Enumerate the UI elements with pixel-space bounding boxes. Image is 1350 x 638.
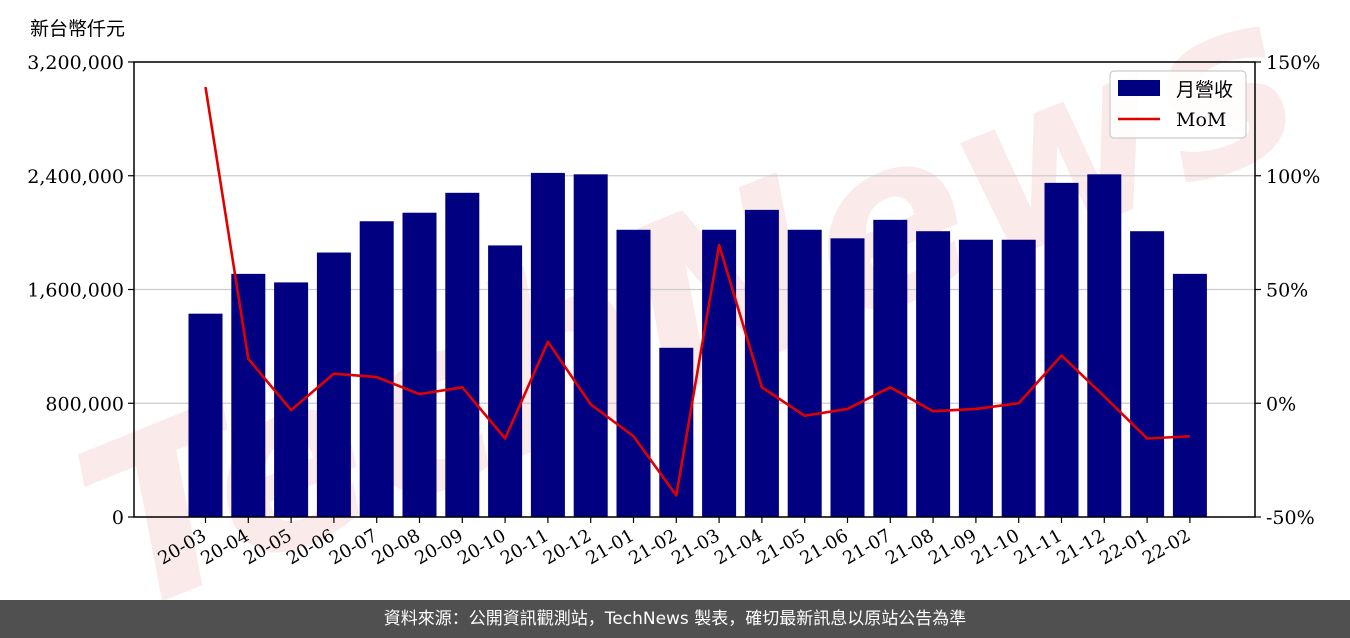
bar [1130, 231, 1165, 517]
legend-line-label: MoM [1176, 109, 1226, 131]
x-tick-label: 21-02 [625, 525, 680, 569]
bar-series [188, 172, 1207, 517]
bar [188, 313, 223, 517]
x-tick-label: 22-01 [1096, 525, 1151, 569]
mom-line [204, 86, 1190, 497]
x-tick-label: 21-09 [925, 525, 980, 569]
left-tick-label: 1,600,000 [27, 280, 124, 302]
left-tick-label: 0 [112, 507, 124, 529]
bar [488, 245, 523, 517]
right-tick-label: 50% [1266, 280, 1308, 302]
bar [958, 239, 993, 517]
x-tick-label: 21-08 [882, 525, 937, 569]
legend: 月營收 MoM [1109, 70, 1247, 139]
y-axis-unit-label: 新台幣仟元 [30, 18, 126, 40]
left-tick-label: 2,400,000 [27, 166, 124, 188]
right-tick-label: 100% [1266, 166, 1320, 188]
bar [1087, 174, 1122, 517]
left-tick-label: 3,200,000 [27, 52, 124, 74]
bar [787, 229, 822, 517]
x-tick-label: 21-06 [797, 525, 852, 569]
x-tick-label: 21-12 [1053, 525, 1108, 569]
x-tick-label: 21-10 [968, 525, 1023, 569]
bar [402, 212, 437, 517]
x-tick-label: 20-12 [540, 525, 595, 569]
bar [1044, 182, 1079, 517]
legend-bar-swatch [1118, 80, 1160, 96]
x-tick-label: 21-11 [1011, 525, 1066, 569]
right-tick-label: 150% [1266, 52, 1320, 74]
mom-line-series [204, 86, 1190, 497]
source-footer: 資料來源：公開資訊觀測站，TechNews 製表，確切最新訊息以原站公告為準 [0, 600, 1350, 638]
bar [744, 209, 779, 517]
bar [231, 273, 266, 517]
bar [445, 192, 480, 517]
x-tick-label: 20-11 [497, 525, 552, 569]
legend-bar-label: 月營收 [1176, 79, 1233, 101]
x-tick-label: 21-05 [754, 525, 809, 569]
bar [1172, 273, 1207, 517]
x-tick-label: 21-04 [711, 525, 766, 569]
bar [873, 219, 908, 517]
x-tick-label: 22-02 [1139, 525, 1194, 569]
right-tick-label: 0% [1266, 393, 1296, 415]
bar [916, 231, 951, 517]
right-tick-label: -50% [1266, 507, 1315, 529]
bar [830, 238, 865, 517]
revenue-chart: TechNews 0800,0001,600,0002,400,0003,200… [27, 0, 1333, 600]
x-tick-label: 21-07 [839, 525, 894, 569]
left-tick-label: 800,000 [45, 393, 124, 415]
bar [702, 229, 737, 517]
x-tick-label: 21-01 [583, 525, 638, 569]
bar [573, 174, 608, 517]
bar [1001, 239, 1036, 517]
bar [616, 229, 651, 517]
bar [359, 221, 394, 517]
x-tick-label: 21-03 [668, 525, 723, 569]
